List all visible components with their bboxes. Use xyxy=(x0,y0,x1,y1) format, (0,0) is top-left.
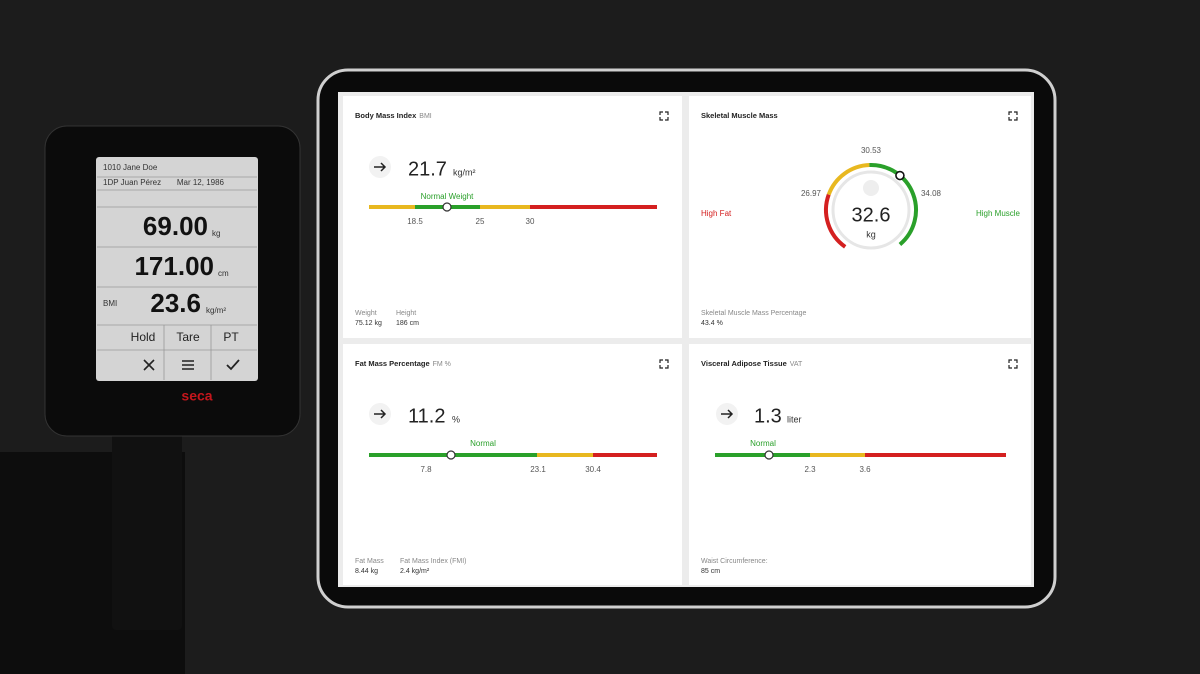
gauge-arc xyxy=(869,163,918,247)
footer-label: Fat Mass Index (FMI) xyxy=(400,558,467,565)
card-title: Skeletal Muscle Mass xyxy=(701,111,778,120)
arrow-icon[interactable] xyxy=(374,162,387,172)
unit: kg/m² xyxy=(453,167,476,177)
expand-icon[interactable] xyxy=(1008,111,1018,121)
footer-value: 8.44 kg xyxy=(355,568,378,575)
confirm-icon[interactable] xyxy=(226,359,240,371)
expand-icon[interactable] xyxy=(1008,359,1018,369)
subtitle: FM % xyxy=(433,361,451,368)
gauge-arc xyxy=(826,163,870,196)
indicator xyxy=(764,450,774,460)
range-label: Normal xyxy=(470,439,496,448)
gauge-label: 30.53 xyxy=(861,146,882,155)
gauge-arc xyxy=(824,193,847,249)
user: 1DP Juan Pérez xyxy=(103,178,161,187)
expand-icon[interactable] xyxy=(659,359,669,369)
threshold: 18.5 xyxy=(407,217,423,226)
card-title: Fat Mass Percentage FM % xyxy=(355,359,451,368)
user: 1010 Jane Doe xyxy=(103,163,158,172)
unit: kg xyxy=(866,229,876,239)
bmi-label: BMI xyxy=(103,299,117,308)
indicator xyxy=(446,450,456,460)
footer-value: 2.4 kg/m² xyxy=(400,568,430,575)
subtitle: VAT xyxy=(790,361,803,368)
range-label: Normal Weight xyxy=(421,192,475,201)
stand-post xyxy=(112,430,182,630)
card-title: Visceral Adipose Tissue VAT xyxy=(701,359,803,368)
device-button[interactable]: Hold xyxy=(131,330,156,344)
unit: liter xyxy=(787,414,802,424)
card xyxy=(689,344,1031,585)
threshold: 3.6 xyxy=(859,465,871,474)
threshold: 25 xyxy=(476,217,485,226)
footer-label: Height xyxy=(396,310,416,317)
device-button[interactable]: Tare xyxy=(176,330,200,344)
footer-value: 75.12 kg xyxy=(355,320,382,327)
footer-label: Weight xyxy=(355,310,377,317)
value: 1.3 xyxy=(754,405,782,427)
footer-label: Skeletal Muscle Mass Percentage xyxy=(701,310,807,317)
arrow-icon[interactable] xyxy=(721,409,734,419)
value: 21.7 xyxy=(408,158,447,180)
threshold: 2.3 xyxy=(804,465,816,474)
card xyxy=(343,96,682,338)
indicator xyxy=(442,202,452,212)
expand-icon[interactable] xyxy=(659,111,669,121)
footer-value: 43.4 % xyxy=(701,320,723,327)
cancel-icon[interactable] xyxy=(143,359,155,371)
range-label: Normal xyxy=(750,439,776,448)
weight-unit: kg xyxy=(212,229,220,238)
right-label: High Muscle xyxy=(976,209,1021,218)
subtitle: BMI xyxy=(419,113,432,120)
height-unit: cm xyxy=(218,269,229,278)
threshold: 30 xyxy=(526,217,535,226)
value: 32.6 xyxy=(852,204,891,226)
footer-label: Fat Mass xyxy=(355,558,384,565)
height: 171.00 xyxy=(134,251,214,281)
device-rows xyxy=(97,176,257,380)
footer-value: 186 cm xyxy=(396,320,419,327)
title: Body Mass Index xyxy=(355,111,417,120)
footer-value: 85 cm xyxy=(701,568,720,575)
brand: seca xyxy=(181,388,212,404)
menu-icon[interactable] xyxy=(182,360,194,370)
gauge-face xyxy=(831,170,911,250)
unit: % xyxy=(452,414,460,424)
gauge-label: 34.08 xyxy=(921,189,942,198)
card-content xyxy=(369,111,1018,460)
footer-label: Waist Circumference: xyxy=(701,558,768,565)
device-button[interactable]: PT xyxy=(223,330,239,344)
weight: 69.00 xyxy=(143,211,208,241)
gauge-label: 26.97 xyxy=(801,189,822,198)
threshold: 23.1 xyxy=(530,465,546,474)
bmi-unit: kg/m² xyxy=(206,306,226,315)
gauge-indicator xyxy=(895,170,905,181)
left-label: High Fat xyxy=(701,209,732,218)
bmi: 23.6 xyxy=(150,288,201,318)
threshold: 7.8 xyxy=(420,465,432,474)
date: Mar 12, 1986 xyxy=(177,178,225,187)
arrow-icon[interactable] xyxy=(374,409,387,419)
threshold: 30.4 xyxy=(585,465,601,474)
title: Fat Mass Percentage xyxy=(355,359,430,368)
value: 11.2 xyxy=(408,405,445,427)
gauge-shadow xyxy=(863,180,879,196)
card-title: Body Mass Index BMI xyxy=(355,111,432,120)
title: Visceral Adipose Tissue xyxy=(701,359,787,368)
card xyxy=(343,344,682,585)
